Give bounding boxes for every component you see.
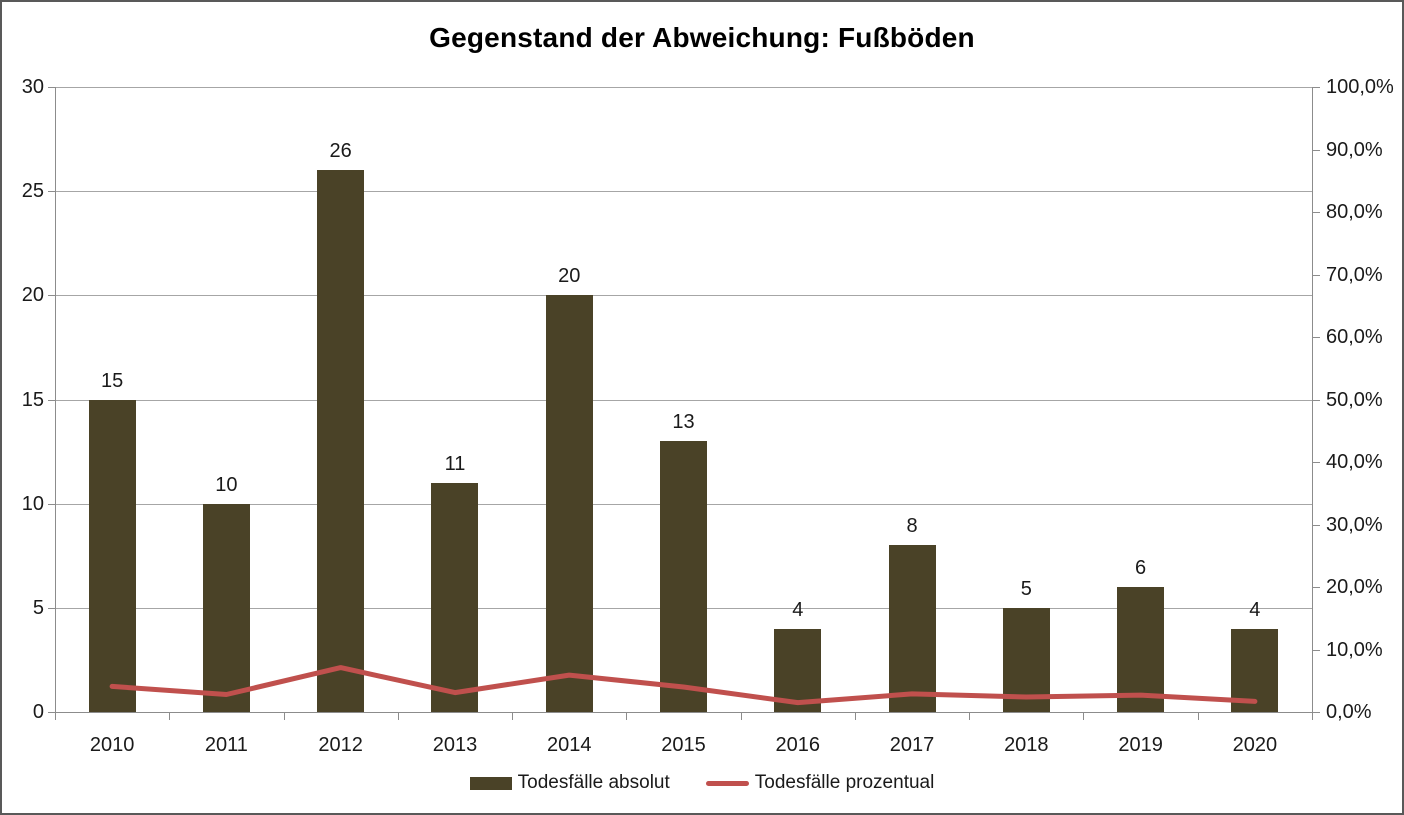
right-axis-label: 30,0% xyxy=(1326,513,1383,536)
x-axis-tick xyxy=(397,713,399,720)
left-axis-label: 25 xyxy=(21,180,44,203)
left-axis-tick xyxy=(48,399,55,401)
legend: Todesfälle absolut Todesfälle prozentual xyxy=(2,772,1402,794)
x-axis-label: 2012 xyxy=(318,734,363,756)
right-axis-label: 50,0% xyxy=(1326,388,1383,411)
left-axis-tick xyxy=(48,295,55,297)
gridline xyxy=(55,399,1312,401)
legend-line-swatch xyxy=(705,780,749,786)
left-axis-tick xyxy=(48,607,55,609)
x-axis-tick xyxy=(512,713,514,720)
legend-entry-bars: Todesfälle absolut xyxy=(469,772,670,794)
legend-bar-swatch xyxy=(469,776,512,790)
x-axis-label: 2014 xyxy=(546,734,592,756)
x-axis-tick xyxy=(283,713,285,720)
x-axis-tick xyxy=(626,713,628,720)
x-axis-label: 2010 xyxy=(89,734,135,756)
x-axis-tick xyxy=(740,713,742,720)
gridline xyxy=(55,295,1312,297)
x-axis-label: 2019 xyxy=(1118,734,1163,756)
bar-value-label: 10 xyxy=(215,473,238,496)
bar-value-label: 6 xyxy=(1135,557,1147,579)
left-axis-label: 15 xyxy=(21,388,44,411)
x-axis-label: 2013 xyxy=(432,734,478,756)
bar-value-label: 26 xyxy=(329,140,352,163)
bar-2019 xyxy=(1117,587,1165,712)
right-axis-label: 90,0% xyxy=(1326,138,1383,161)
legend-line-label: Todesfälle prozentual xyxy=(754,772,935,793)
left-axis-label: 0 xyxy=(32,701,44,723)
right-axis-tick xyxy=(1313,587,1320,588)
right-axis-tick xyxy=(1313,337,1320,338)
bar-value-label: 4 xyxy=(792,598,804,621)
left-axis-tick xyxy=(48,87,55,88)
right-axis-tick xyxy=(1313,649,1320,651)
gridline xyxy=(55,191,1312,193)
bar-value-label: 4 xyxy=(1249,598,1261,621)
right-axis-line xyxy=(1312,87,1313,712)
right-axis-tick xyxy=(1313,87,1320,88)
x-axis-label: 2020 xyxy=(1232,734,1278,756)
x-axis-label: 2016 xyxy=(775,734,821,756)
right-axis-label: 40,0% xyxy=(1326,451,1383,473)
right-axis-label: 10,0% xyxy=(1326,638,1383,661)
bar-value-label: 15 xyxy=(101,369,124,392)
bar-value-label: 8 xyxy=(906,515,918,538)
left-axis-tick xyxy=(48,712,55,713)
bar-value-label: 11 xyxy=(444,452,466,475)
bar-2012 xyxy=(317,170,365,712)
right-axis-label: 20,0% xyxy=(1326,576,1383,598)
bar-2018 xyxy=(1002,607,1050,712)
bar-2017 xyxy=(888,545,936,712)
right-axis-label: 100,0% xyxy=(1326,76,1394,98)
bar-value-label: 13 xyxy=(672,411,695,434)
bar-2014 xyxy=(545,295,593,712)
x-axis-tick xyxy=(1197,713,1199,720)
gridline xyxy=(55,87,1312,88)
chart-title: Gegenstand der Abweichung: Fußböden xyxy=(429,22,975,53)
right-axis-tick xyxy=(1313,524,1320,526)
right-axis-tick xyxy=(1313,212,1320,213)
x-axis-tick xyxy=(1312,713,1313,720)
x-axis-label: 2018 xyxy=(1004,734,1049,756)
left-axis-label: 10 xyxy=(21,492,44,515)
left-axis-label: 20 xyxy=(21,284,44,307)
left-axis-label: 5 xyxy=(32,596,44,619)
right-axis-tick xyxy=(1313,274,1320,276)
x-axis-tick xyxy=(854,713,856,720)
bottom-axis-line xyxy=(55,712,1313,713)
right-axis-tick xyxy=(1313,462,1320,463)
bar-2011 xyxy=(202,503,250,712)
bar-2010 xyxy=(88,399,136,712)
right-axis-tick xyxy=(1313,712,1320,713)
left-axis-tick xyxy=(48,503,55,505)
right-axis-label: 60,0% xyxy=(1326,326,1383,348)
right-axis-label: 80,0% xyxy=(1326,201,1383,223)
x-axis-label: 2011 xyxy=(204,734,248,756)
left-axis-label: 30 xyxy=(21,76,44,98)
bar-2016 xyxy=(774,628,822,712)
right-axis-tick xyxy=(1313,399,1320,401)
bar-2013 xyxy=(431,482,479,712)
right-axis-tick xyxy=(1313,149,1320,151)
bar-2015 xyxy=(660,441,707,712)
left-axis-line xyxy=(55,87,56,712)
x-axis-label: 2017 xyxy=(889,734,935,756)
legend-bar-label: Todesfälle absolut xyxy=(517,772,670,793)
x-axis-tick xyxy=(1083,713,1085,720)
x-axis-tick xyxy=(169,713,171,720)
legend-entry-line: Todesfälle prozentual xyxy=(705,772,935,794)
x-axis-label: 2015 xyxy=(661,734,706,756)
right-axis-label: 0,0% xyxy=(1326,701,1372,723)
x-axis-tick xyxy=(55,713,56,720)
bar-2020 xyxy=(1231,628,1279,712)
bar-value-label: 20 xyxy=(558,265,581,288)
x-axis-tick xyxy=(969,713,971,720)
bar-value-label: 5 xyxy=(1020,577,1032,600)
right-axis-label: 70,0% xyxy=(1326,263,1383,286)
left-axis-tick xyxy=(48,191,55,193)
